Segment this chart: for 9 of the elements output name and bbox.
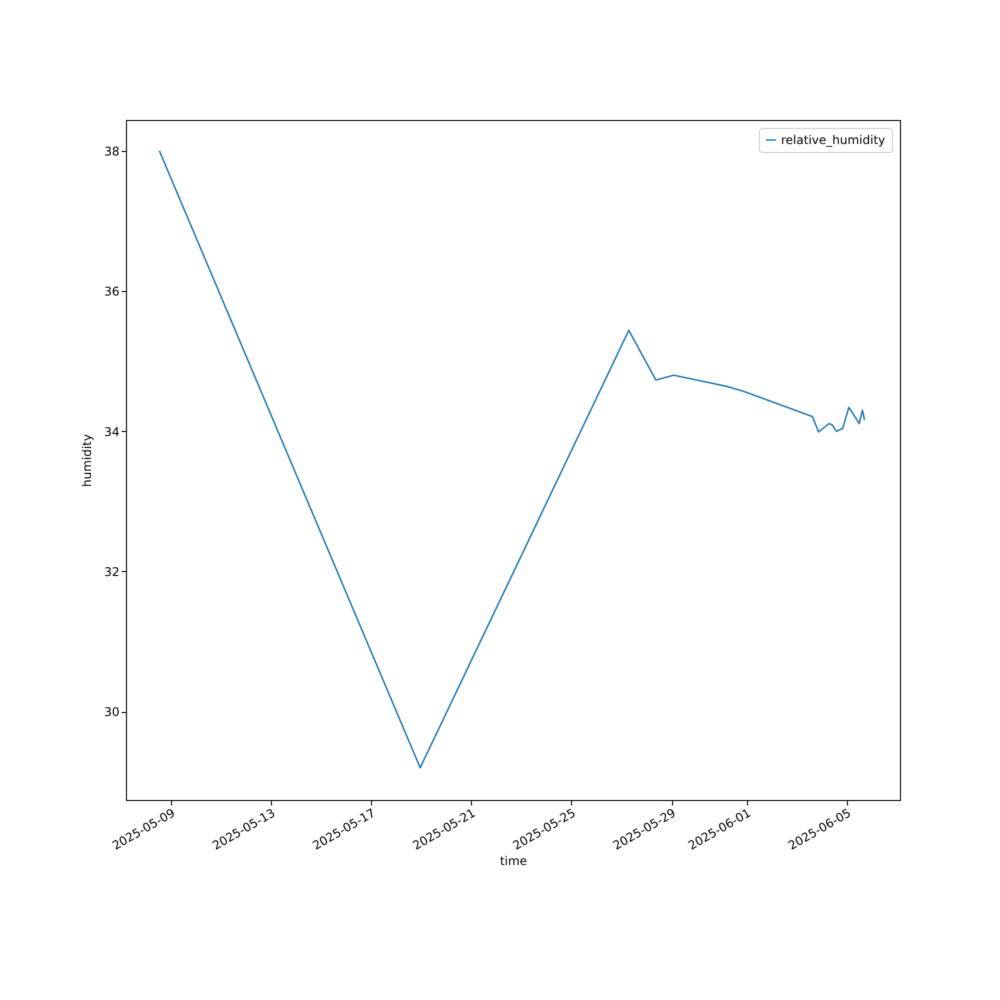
y-axis-title: humidity	[80, 434, 94, 487]
x-axis-title: time	[500, 854, 528, 868]
line-series	[158, 150, 866, 769]
y-tick-label: 38	[104, 144, 120, 158]
y-tick-label: 32	[104, 564, 120, 579]
y-tick-label: 34	[104, 424, 120, 439]
legend-label: relative_humidity	[781, 133, 886, 147]
y-tick-label: 30	[104, 705, 120, 720]
y-tick-label: 36	[104, 284, 120, 299]
